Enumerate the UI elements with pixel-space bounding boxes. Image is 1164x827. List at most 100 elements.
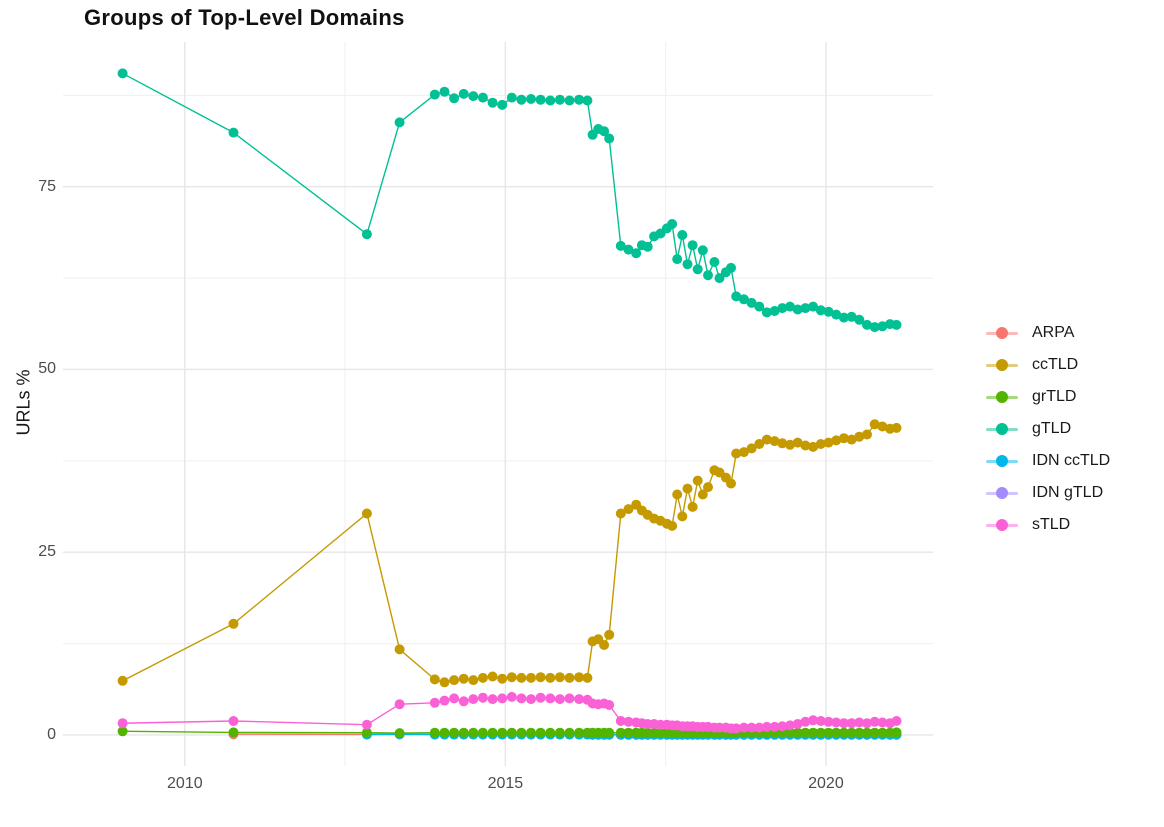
point [623, 504, 634, 515]
legend-key-dot [996, 327, 1008, 339]
x-axis-tick-label: 2010 [167, 775, 203, 792]
point [117, 726, 128, 737]
point [516, 672, 527, 683]
point [361, 727, 372, 738]
point [439, 727, 450, 738]
point [731, 723, 742, 734]
point [726, 478, 736, 489]
point [738, 722, 749, 733]
point [815, 716, 826, 726]
legend-item-idn-cctld: IDN ccTLD [986, 445, 1110, 477]
y-axis-tick-label: 25 [38, 543, 56, 561]
point [228, 127, 239, 138]
legend-key-dot [996, 455, 1008, 467]
point [599, 126, 610, 137]
point [785, 301, 795, 312]
point [535, 692, 546, 703]
point [564, 693, 575, 704]
point [554, 94, 565, 105]
point [487, 97, 498, 108]
point [477, 92, 488, 103]
point [854, 717, 865, 728]
point [228, 727, 239, 738]
point [769, 436, 780, 447]
point [506, 727, 517, 738]
point [574, 94, 585, 105]
point [785, 720, 795, 731]
legend-key-dot [996, 487, 1008, 499]
legend-item-label: IDN gTLD [1032, 484, 1104, 501]
point [746, 443, 757, 454]
point [631, 248, 642, 259]
point [746, 297, 757, 308]
point [554, 727, 565, 738]
point [468, 91, 479, 102]
point [761, 434, 772, 445]
chart-title: Groups of Top-Level Domains [84, 5, 405, 30]
point [545, 672, 556, 683]
point [792, 304, 803, 315]
point [726, 262, 736, 273]
point [545, 727, 556, 738]
point [877, 321, 888, 332]
legend-key-dot [996, 519, 1008, 531]
point [623, 244, 634, 255]
point [891, 727, 902, 738]
point [815, 439, 826, 449]
point [754, 439, 765, 449]
point [497, 727, 508, 738]
point [599, 640, 610, 650]
legend-item-label: IDN ccTLD [1032, 452, 1111, 469]
point [449, 93, 460, 104]
point [862, 727, 872, 738]
point [862, 429, 872, 440]
point [516, 94, 527, 105]
point [854, 431, 865, 442]
point [869, 727, 880, 738]
point [429, 697, 440, 708]
point [823, 727, 834, 738]
point [777, 303, 788, 314]
point [777, 438, 788, 449]
point [869, 716, 880, 727]
point [458, 696, 469, 707]
point [477, 692, 488, 703]
legend-key-icon [986, 358, 1018, 372]
point [831, 309, 842, 320]
point [506, 92, 517, 103]
point [604, 629, 615, 640]
point [687, 501, 698, 512]
point [604, 727, 615, 738]
point [582, 672, 593, 683]
point [846, 727, 857, 738]
series-ccTLD [117, 419, 902, 688]
point [846, 311, 857, 322]
point [458, 88, 469, 99]
point [642, 241, 653, 252]
point [703, 270, 713, 281]
point [687, 240, 698, 251]
point [394, 728, 405, 739]
series-gTLD [117, 68, 902, 333]
point [516, 693, 527, 704]
point [800, 440, 811, 451]
point [800, 727, 811, 738]
point [526, 694, 536, 705]
point [823, 306, 834, 317]
point [604, 133, 615, 144]
legend-key-icon [986, 390, 1018, 404]
point [497, 99, 508, 110]
point [677, 230, 688, 240]
point [449, 693, 460, 704]
point [703, 482, 713, 493]
legend-key-dot [996, 359, 1008, 371]
legend-item-label: grTLD [1032, 388, 1077, 405]
point [800, 716, 811, 727]
point [682, 259, 693, 270]
point [497, 673, 508, 684]
point [854, 314, 865, 325]
point [877, 727, 888, 738]
point [800, 303, 811, 314]
legend-key-icon [986, 454, 1018, 468]
point [667, 219, 678, 229]
